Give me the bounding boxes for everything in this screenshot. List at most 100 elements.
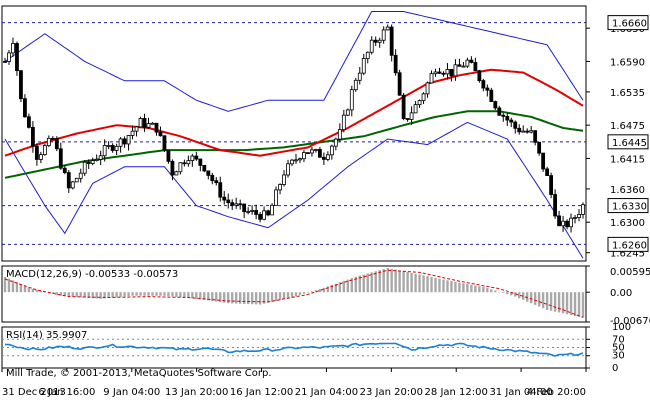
candle-body [529, 130, 534, 133]
macd-histogram-bar [23, 285, 27, 293]
candle-body [377, 39, 382, 43]
candle-body [497, 107, 502, 116]
candle-body [290, 159, 294, 165]
macd-histogram-bar [569, 292, 573, 316]
macd-histogram-bar [474, 285, 477, 293]
macd-histogram-bar [207, 292, 210, 301]
rsi-tick-label: 30 [612, 351, 625, 362]
macd-histogram-bar [426, 276, 429, 293]
candle-body [170, 160, 175, 176]
price-tick-label: 1.6245 [610, 249, 645, 260]
macd-histogram-bar [458, 282, 461, 293]
price-frame [1, 5, 587, 262]
candle-body [110, 145, 115, 151]
candle-body [182, 162, 187, 165]
macd-histogram-bar [191, 292, 194, 299]
candle-body [345, 109, 350, 116]
macd-histogram-bar [518, 292, 521, 299]
macd-histogram-bar [366, 273, 369, 293]
macd-histogram-bar [338, 282, 342, 293]
time-tick-label: 21 Jan 04:00 [295, 387, 358, 398]
macd-histogram-bar [370, 272, 373, 293]
macd-histogram-bar [506, 292, 509, 295]
candle-body [449, 69, 454, 77]
price-tick-label: 1.6535 [610, 88, 645, 99]
candle-body [357, 72, 362, 81]
macd-histogram-bar [211, 292, 214, 302]
macd-histogram-bar [15, 282, 19, 293]
time-tick-label: 6 Jan 16:00 [38, 387, 95, 398]
candle-body [238, 203, 243, 206]
macd-histogram-bar [322, 287, 326, 293]
macd-histogram-bar [330, 285, 334, 293]
candle-body [66, 172, 71, 189]
macd-histogram-bar [406, 272, 409, 293]
candle-body [537, 141, 542, 154]
candle-body [489, 89, 494, 102]
macd-histogram-bar [147, 292, 150, 296]
candle-body [413, 104, 418, 114]
macd-histogram-bar [533, 292, 537, 305]
macd-tick-label: 0.00 [610, 288, 632, 299]
macd-histogram-bar [3, 276, 7, 293]
macd-histogram-bar [195, 292, 198, 299]
macd-histogram-bar [55, 292, 59, 295]
candle-body [206, 170, 211, 176]
macd-histogram-bar [99, 292, 102, 299]
macd-histogram-bar [131, 292, 134, 296]
price-level-label: 1.6260 [612, 240, 647, 251]
candle-body [306, 152, 310, 155]
candle-body [429, 73, 434, 84]
candle-body [417, 100, 422, 106]
macd-histogram-bar [107, 292, 110, 299]
macd-histogram-bar [529, 292, 533, 304]
ma-fast-line [4, 68, 584, 157]
candle-body [365, 51, 370, 59]
macd-histogram-bar [250, 292, 254, 305]
candle-body [150, 122, 155, 125]
macd-histogram-bar [7, 278, 11, 293]
candle-body [349, 89, 354, 111]
candle-body [485, 87, 490, 91]
candle-body [469, 59, 474, 63]
macd-histogram-bar [482, 286, 485, 293]
macd-histogram-bar [342, 280, 346, 293]
candle-body [98, 155, 103, 160]
candle-body [222, 196, 227, 201]
candle-body [15, 43, 19, 72]
candle-body [421, 93, 426, 102]
candle-body [453, 64, 458, 77]
macd-histogram-bar [522, 292, 525, 300]
macd-indicator-label: MACD(12,26,9) -0.00533 -0.00573 [6, 269, 178, 280]
macd-histogram-bar [557, 292, 561, 313]
price-level-label: 1.6660 [612, 19, 647, 30]
candle-body [242, 203, 247, 213]
rsi-tick-label: 100 [612, 322, 631, 333]
candle-body [186, 160, 191, 165]
candle-body [254, 210, 259, 215]
macd-histogram-bar [294, 292, 298, 297]
macd-histogram-bar [525, 292, 529, 302]
candle-body [329, 145, 334, 156]
candle-body [361, 58, 366, 74]
time-tick-label: 4 Feb 20:00 [527, 387, 586, 398]
candle-body [445, 69, 450, 75]
candle-body [318, 149, 322, 158]
candle-body [70, 181, 75, 189]
candle-body [258, 214, 263, 220]
candle-body [517, 127, 522, 133]
candle-body [106, 145, 111, 147]
price-tick-label: 1.6590 [610, 57, 645, 68]
macd-histogram-bar [87, 292, 90, 298]
time-tick-label: 31 Jan 04:00 [489, 387, 552, 398]
macd-histogram-bar [302, 292, 306, 294]
candle-body [553, 194, 557, 217]
candle-body [373, 39, 378, 43]
macd-histogram-bar [262, 292, 266, 304]
candle-body [513, 121, 518, 129]
macd-histogram-bar [199, 292, 202, 300]
macd-histogram-bar [438, 278, 441, 293]
candle-body [321, 156, 326, 160]
